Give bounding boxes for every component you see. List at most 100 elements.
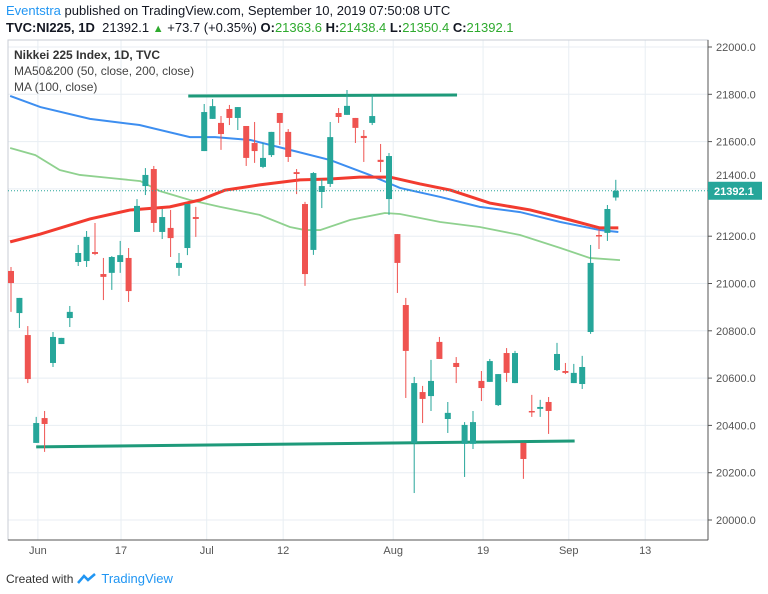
candle-body	[528, 410, 535, 413]
candle-body	[251, 143, 258, 152]
ma-line-ma50	[9, 147, 621, 261]
x-tick-label: 17	[115, 545, 127, 557]
candle-body	[218, 122, 224, 135]
legend-ma100[interactable]: MA (100, close)	[14, 80, 98, 94]
x-tick-label: 13	[639, 545, 651, 557]
tradingview-logo-icon	[77, 572, 97, 584]
x-tick-label: 19	[477, 545, 489, 557]
candle-body	[50, 336, 56, 363]
legend-title[interactable]: Nikkei 225 Index, 1D, TVC	[14, 48, 161, 62]
close-label: C:	[452, 20, 467, 35]
candle-body	[444, 412, 451, 420]
candle-body	[260, 157, 266, 167]
y-tick-label: 21000.0	[716, 279, 756, 291]
candle-body	[134, 205, 140, 232]
candle-body	[201, 112, 208, 152]
high-label: H:	[325, 20, 340, 35]
trendlines[interactable]	[36, 93, 575, 449]
candle-body	[579, 366, 586, 385]
candle-body	[318, 186, 325, 192]
candle-body	[612, 190, 619, 198]
x-tick-label: Jul	[200, 545, 214, 557]
x-tick-label: Aug	[383, 545, 403, 557]
y-tick-label: 21600.0	[716, 137, 756, 149]
candle-body	[461, 424, 468, 444]
candle-body	[402, 305, 409, 351]
high-value: 21438.4	[339, 20, 387, 35]
candle-body	[386, 156, 392, 200]
candle-body	[554, 353, 560, 371]
candle-body	[24, 335, 31, 380]
candle-body	[486, 361, 493, 382]
tradingview-link[interactable]: TradingView	[101, 571, 173, 586]
y-tick-label: 21200.0	[716, 231, 756, 243]
candle-body	[285, 131, 292, 157]
trendline-support	[36, 439, 575, 449]
candle-body	[268, 131, 275, 156]
chart-legend: Nikkei 225 Index, 1D, TVC MA50&200 (50, …	[14, 47, 194, 95]
candle-body	[66, 311, 73, 319]
last-price-badge	[708, 181, 762, 200]
created-with-text: Created with	[6, 571, 74, 586]
x-axis[interactable]: Jun 17 Jul 12 Aug 19 Sep 13	[8, 539, 708, 557]
candle-body	[58, 337, 65, 345]
candle-body	[75, 252, 82, 262]
candle-body	[117, 255, 124, 262]
candle-body	[570, 372, 577, 384]
candle-body	[411, 383, 418, 443]
symbol: TVC:NI225, 1D	[6, 20, 95, 35]
candle-body	[394, 234, 401, 263]
candle-body	[209, 106, 216, 119]
legend-ma50-200[interactable]: MA50&200 (50, close, 200, close)	[14, 64, 195, 78]
candle-body	[335, 112, 342, 118]
candle-body	[176, 262, 182, 268]
x-tick-label: Jun	[29, 545, 47, 557]
candle-body	[92, 252, 98, 254]
y-tick-label: 20800.0	[716, 326, 756, 338]
candle-body	[83, 236, 90, 262]
candle-body	[184, 204, 191, 249]
candle-body	[108, 257, 115, 273]
candle-body	[344, 105, 350, 115]
candle-body	[226, 108, 233, 118]
last-price-label: 21392.1	[714, 186, 754, 198]
candle-body	[377, 159, 384, 162]
candles	[8, 90, 619, 494]
candle-body	[159, 217, 166, 232]
y-axis[interactable]: 20000.0 20200.0 20400.0 20600.0 20800.0 21000…	[707, 40, 756, 540]
candle-body	[360, 135, 367, 139]
author-link[interactable]: Eventstra	[6, 3, 61, 18]
x-tick-label: 12	[277, 545, 289, 557]
candle-body	[100, 274, 107, 277]
trendline-resistance	[188, 93, 458, 98]
publish-info: Eventstra published on TradingView.com, …	[6, 3, 450, 18]
candle-body	[436, 341, 443, 359]
open-value: 21363.6	[274, 20, 322, 35]
y-tick-label: 20000.0	[716, 515, 756, 527]
y-tick-label: 21400.0	[716, 170, 756, 182]
candle-body	[369, 116, 376, 123]
open-label: O:	[260, 20, 275, 35]
candle-body	[604, 209, 611, 233]
candle-body	[8, 270, 14, 284]
candle-body	[150, 169, 157, 223]
candle-body	[192, 217, 199, 219]
price-change: +73.7 (+0.35%)	[167, 20, 257, 35]
candle-body	[33, 423, 40, 443]
candle-body	[302, 204, 308, 275]
up-arrow-icon: ▲	[152, 23, 164, 35]
candle-body	[495, 374, 502, 406]
candle-body	[234, 107, 241, 118]
candle-body	[596, 235, 602, 237]
footer: Created with TradingView	[6, 571, 173, 586]
y-tick-label: 20600.0	[716, 373, 756, 385]
candle-body	[470, 422, 476, 444]
candle-body	[310, 173, 317, 250]
candle-body	[562, 371, 569, 373]
candle-body	[478, 380, 485, 389]
y-tick-label: 20400.0	[716, 420, 756, 432]
candle-body	[327, 137, 334, 184]
y-tick-label: 20200.0	[716, 468, 756, 480]
candle-body	[243, 125, 250, 158]
